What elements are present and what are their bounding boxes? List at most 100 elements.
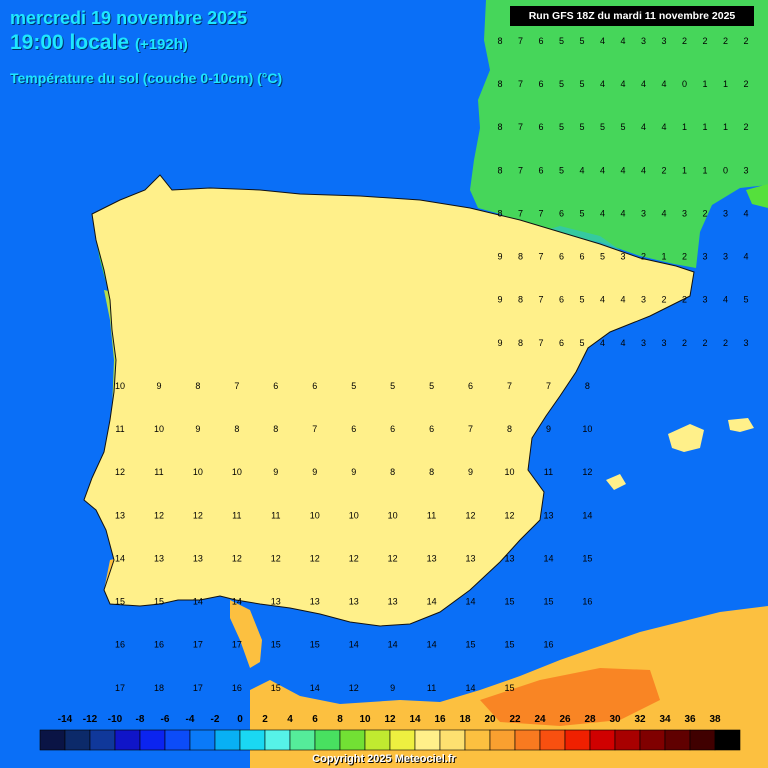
grid-value: 2 [682,295,687,305]
grid-value: 4 [641,165,646,175]
legend-tick-label: -2 [210,714,220,725]
grid-value: 4 [620,295,625,305]
grid-value: 5 [390,381,395,391]
land-menorca [728,418,754,432]
grid-value: 4 [641,79,646,89]
grid-value: 10 [504,467,514,477]
grid-value: 2 [723,36,728,46]
grid-value: 6 [273,381,278,391]
grid-value: 4 [743,208,748,218]
grid-value: 13 [543,510,553,520]
grid-value: 12 [193,510,203,520]
grid-value: 9 [497,338,502,348]
grid-value: 9 [195,424,200,434]
grid-value: 1 [723,79,728,89]
grid-value: 6 [468,381,473,391]
grid-value: 6 [538,122,543,132]
legend-tick-label: 2 [262,714,268,725]
grid-value: 2 [702,208,707,218]
grid-value: 16 [582,597,592,607]
grid-value: 5 [579,338,584,348]
grid-value: 15 [504,597,514,607]
grid-value: 6 [351,424,356,434]
grid-value: 3 [702,252,707,262]
grid-value: 2 [743,36,748,46]
grid-value: 8 [507,424,512,434]
grid-value: 14 [466,683,476,693]
legend-tick-label: 14 [409,714,421,725]
grid-value: 13 [310,597,320,607]
grid-value: 5 [351,381,356,391]
grid-value: 14 [388,640,398,650]
grid-value: 5 [579,295,584,305]
grid-value: 8 [497,36,502,46]
legend-tick-label: 10 [359,714,371,725]
grid-value: 5 [579,79,584,89]
grid-value: 4 [743,252,748,262]
grid-value: 15 [310,640,320,650]
legend-tick-label: -10 [107,714,123,725]
grid-value: 0 [723,165,728,175]
grid-value: 7 [538,252,543,262]
grid-value: 9 [468,467,473,477]
legend-color-bar [39,729,741,751]
parameter-title: Température du sol (couche 0-10cm) (°C) [10,70,283,86]
legend-tick-label: 20 [484,714,496,725]
grid-value: 7 [234,381,239,391]
grid-value: 4 [620,208,625,218]
grid-value: 13 [427,553,437,563]
grid-value: 15 [543,597,553,607]
run-info-box: Run GFS 18Z du mardi 11 novembre 2025 [510,6,754,26]
legend-tick-label: -12 [82,714,98,725]
grid-value: 4 [723,295,728,305]
legend-swatch [64,729,91,751]
grid-value: 3 [641,36,646,46]
grid-value: 11 [115,424,124,434]
grid-value: 14 [310,683,320,693]
legend-swatch [314,729,341,751]
grid-value: 13 [504,553,514,563]
grid-value: 6 [429,424,434,434]
grid-value: 3 [723,208,728,218]
land-north-africa-hot [480,668,660,726]
grid-value: 14 [349,640,359,650]
grid-value: 14 [232,597,242,607]
legend-swatch [114,729,141,751]
grid-value: 14 [427,597,437,607]
grid-value: 11 [271,510,280,520]
grid-value: 10 [310,510,320,520]
grid-value: 6 [579,252,584,262]
grid-value: 5 [600,122,605,132]
legend-swatch [464,729,491,751]
grid-value: 1 [702,79,707,89]
grid-value: 2 [661,295,666,305]
grid-value: 12 [349,553,359,563]
grid-value: 2 [723,338,728,348]
copyright: Copyright 2025 Meteociel.fr [312,753,456,765]
grid-value: 15 [504,640,514,650]
grid-value: 8 [518,295,523,305]
grid-value: 11 [544,467,553,477]
temperature-values: 8 7 6 5 5 4 4 3 3 2 2 2 28 7 6 5 5 4 4 4 4 0 1 1 28 7 6 5 5 5 5 4 4 1 1 1 28… [115,36,749,693]
grid-value: 1 [702,122,707,132]
grid-value: 4 [600,79,605,89]
legend-swatch [714,729,741,751]
legend-swatch [214,729,241,751]
grid-value: 12 [115,467,125,477]
grid-value: 12 [271,553,281,563]
legend-tick-label: 24 [534,714,546,725]
legend-swatch [689,729,716,751]
grid-value: 5 [743,295,748,305]
legend-swatch [39,729,66,751]
grid-value: 5 [579,122,584,132]
grid-value: 13 [349,597,359,607]
forecast-offset: (+192h) [134,36,188,53]
grid-value: 7 [538,295,543,305]
grid-value: 3 [743,338,748,348]
grid-value: 13 [271,597,281,607]
grid-value: 3 [702,295,707,305]
grid-value: 5 [579,208,584,218]
grid-value: 12 [232,553,242,563]
legend-tick-label: 0 [237,714,243,725]
legend-swatch [364,729,391,751]
